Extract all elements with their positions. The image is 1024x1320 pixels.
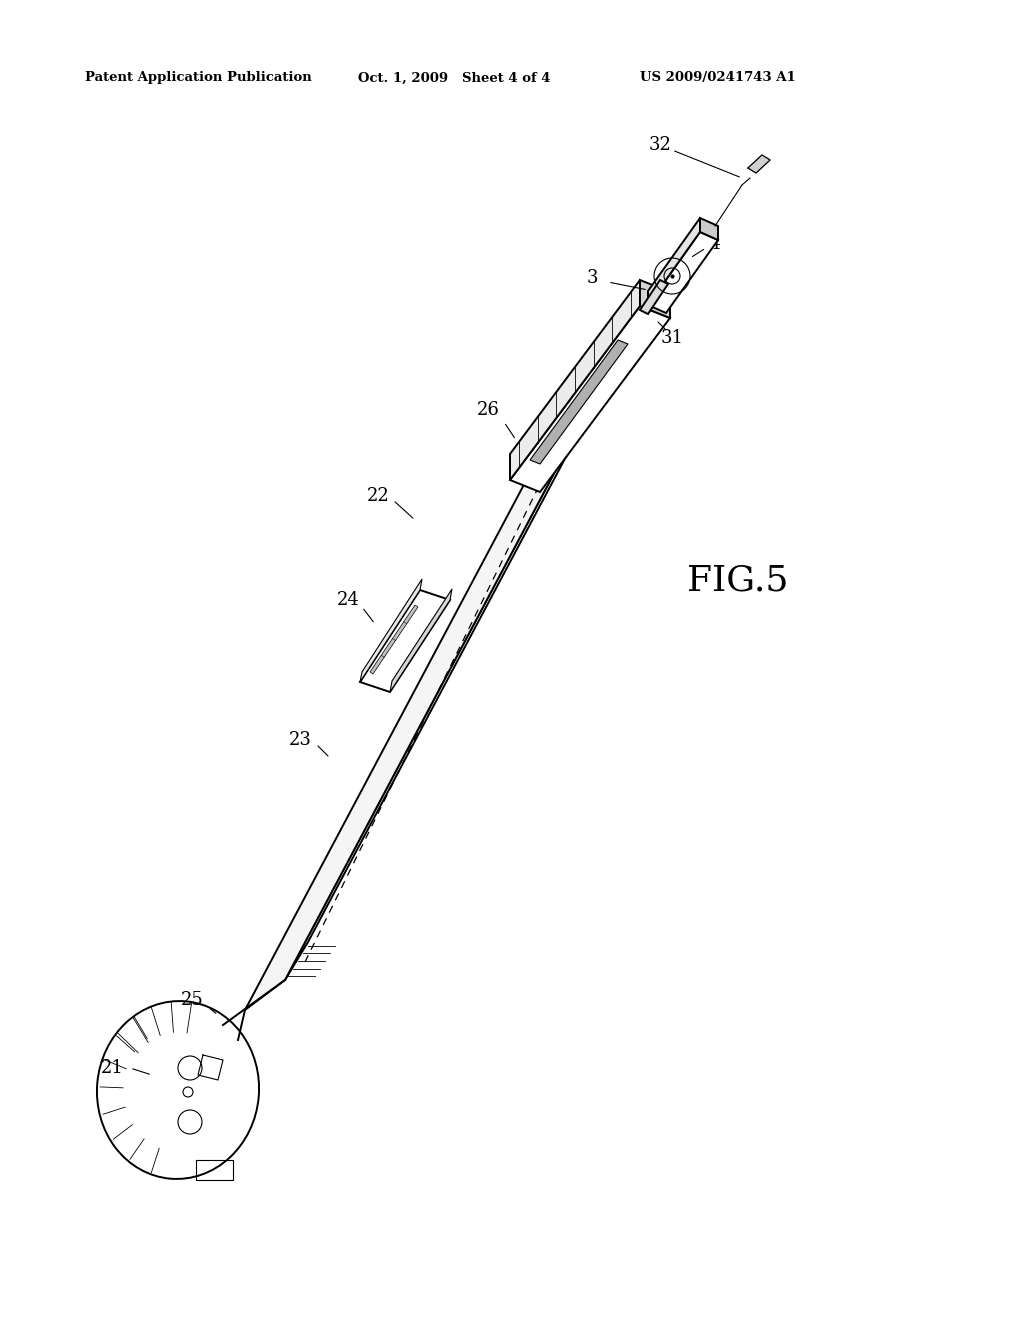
Text: 3: 3	[587, 269, 598, 286]
Text: 25: 25	[180, 991, 204, 1008]
Polygon shape	[510, 306, 670, 492]
Polygon shape	[510, 280, 640, 480]
Text: 34: 34	[698, 235, 722, 253]
Text: FIG.5: FIG.5	[686, 564, 788, 598]
Polygon shape	[640, 280, 668, 314]
Polygon shape	[640, 280, 670, 318]
Polygon shape	[648, 218, 700, 305]
Polygon shape	[700, 218, 718, 240]
Text: 31: 31	[660, 329, 683, 347]
Polygon shape	[245, 414, 585, 1010]
Text: 24: 24	[337, 591, 359, 609]
Polygon shape	[360, 579, 422, 682]
Polygon shape	[370, 605, 418, 675]
Text: 32: 32	[648, 136, 672, 154]
Polygon shape	[390, 589, 452, 692]
Polygon shape	[748, 154, 770, 173]
Text: Oct. 1, 2009   Sheet 4 of 4: Oct. 1, 2009 Sheet 4 of 4	[358, 71, 551, 84]
Polygon shape	[285, 374, 610, 979]
Text: 22: 22	[367, 487, 389, 506]
Text: 23: 23	[289, 731, 311, 748]
Polygon shape	[648, 232, 718, 313]
Text: Patent Application Publication: Patent Application Publication	[85, 71, 311, 84]
Circle shape	[183, 1086, 193, 1097]
Text: 21: 21	[100, 1059, 124, 1077]
Text: US 2009/0241743 A1: US 2009/0241743 A1	[640, 71, 796, 84]
Polygon shape	[360, 590, 450, 692]
Text: 26: 26	[476, 401, 500, 418]
Polygon shape	[530, 341, 628, 465]
